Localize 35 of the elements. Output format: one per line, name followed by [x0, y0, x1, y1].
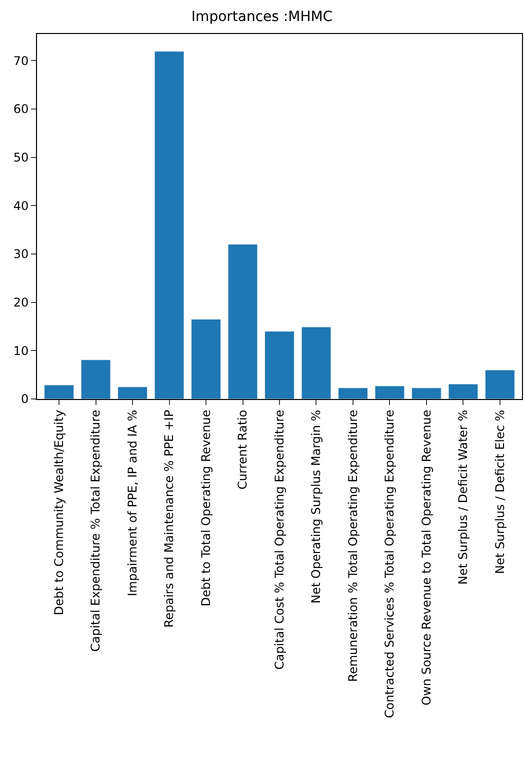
bar: [228, 244, 258, 399]
x-tick-label: Repairs and Maintenance % PPE +IP: [162, 410, 176, 628]
bar: [118, 386, 148, 399]
bar: [80, 360, 111, 399]
bar: [301, 326, 332, 399]
x-tick-label: Capital Expenditure % Total Expenditure: [88, 410, 103, 652]
y-tick-label: 30: [13, 247, 29, 262]
y-tick-label: 50: [13, 150, 29, 164]
bar: [154, 51, 184, 399]
x-tick-label: Net Surplus / Deficit Water %: [456, 410, 470, 585]
x-tick-label: Capital Cost % Total Operating Expenditure: [272, 410, 286, 670]
x-tick-label: Debt to Total Operating Revenue: [198, 410, 213, 606]
y-tick-label: 40: [13, 198, 29, 213]
x-tick-label: Own Source Revenue to Total Operating Revenue: [419, 410, 434, 706]
y-tick-label: 20: [13, 296, 29, 310]
x-tick-label: Impairment of PPE, IP and IA %: [125, 410, 140, 596]
bar: [191, 318, 221, 399]
x-tick-label: Net Operating Surplus Margin %: [309, 410, 324, 604]
y-tick-label: 60: [13, 102, 29, 116]
bar: [448, 384, 478, 399]
bar: [485, 370, 515, 399]
y-tick-label: 0: [20, 392, 29, 406]
x-tick-label: Net Surplus / Deficit Elec %: [492, 410, 507, 574]
x-tick-label: Debt to Community Wealth/Equity: [52, 410, 66, 616]
bar: [44, 384, 74, 399]
bar: [412, 388, 442, 399]
bar: [338, 388, 368, 399]
y-tick-label: 70: [13, 54, 29, 68]
bar: [374, 386, 405, 399]
x-tick-label: Contracted Services % Total Operating Expenditure: [382, 410, 397, 718]
x-tick-label: Current Ratio: [236, 410, 250, 490]
bar: [264, 331, 294, 399]
x-tick-label: Remuneration % Total Operating Expenditure: [346, 410, 360, 682]
chart-title: Importances :MHMC: [191, 9, 333, 26]
y-tick-label: 10: [13, 344, 29, 358]
